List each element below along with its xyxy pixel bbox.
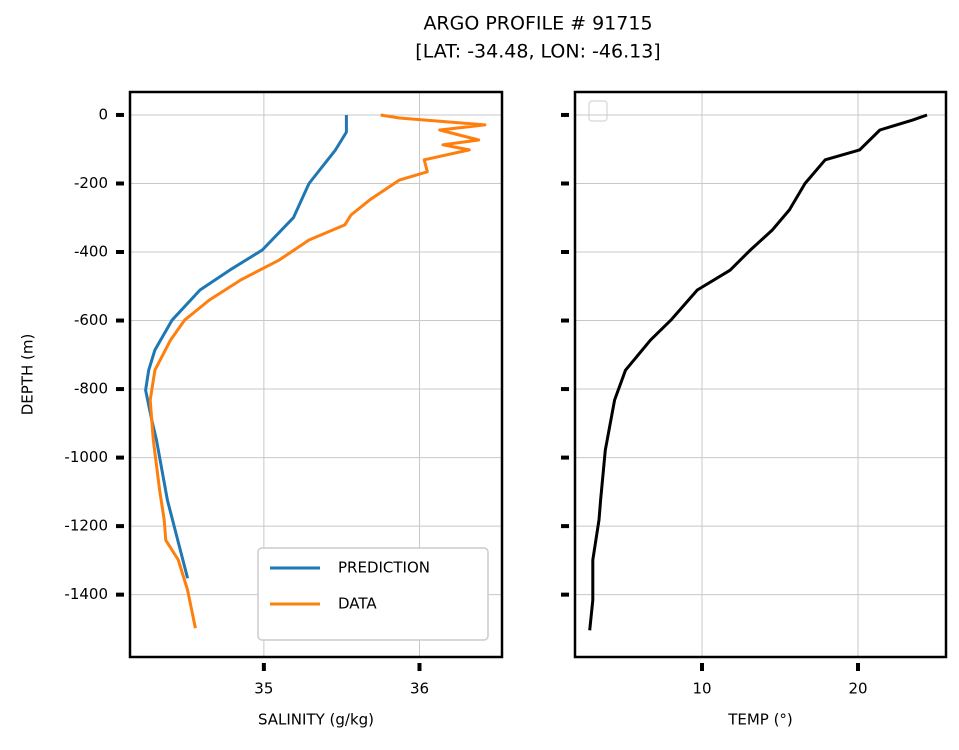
y-tick-label: -1200 [64,517,108,535]
x-axis-label: TEMP (°) [727,711,793,729]
legend-label: DATA [338,595,377,613]
y-tick-label: -400 [74,243,108,261]
x-tick-label: 20 [848,680,867,698]
x-tick-label: 35 [254,680,273,698]
y-tick-label: -800 [74,380,108,398]
y-tick-label: -1000 [64,448,108,466]
axes-frame [128,90,504,659]
empty-legend [588,100,608,122]
chart-title: ARGO PROFILE # 91715 [423,13,652,35]
x-tick-label: 36 [410,680,429,698]
y-tick-label: -200 [74,174,108,192]
data-line [144,115,348,579]
x-axis-label: SALINITY (g/kg) [258,711,374,729]
data-line [588,113,928,631]
y-tick-label: -1400 [64,585,108,603]
legend-box [257,547,489,641]
chart-subtitle: [LAT: -34.48, LON: -46.13] [415,41,660,63]
y-axis-label: DEPTH (m) [19,334,37,416]
legend-label: PREDICTION [338,559,430,577]
data-line [148,113,487,629]
x-tick-label: 10 [692,680,711,698]
axes-frame [573,90,948,659]
y-tick-label: 0 [98,105,108,123]
y-tick-label: -600 [74,311,108,329]
